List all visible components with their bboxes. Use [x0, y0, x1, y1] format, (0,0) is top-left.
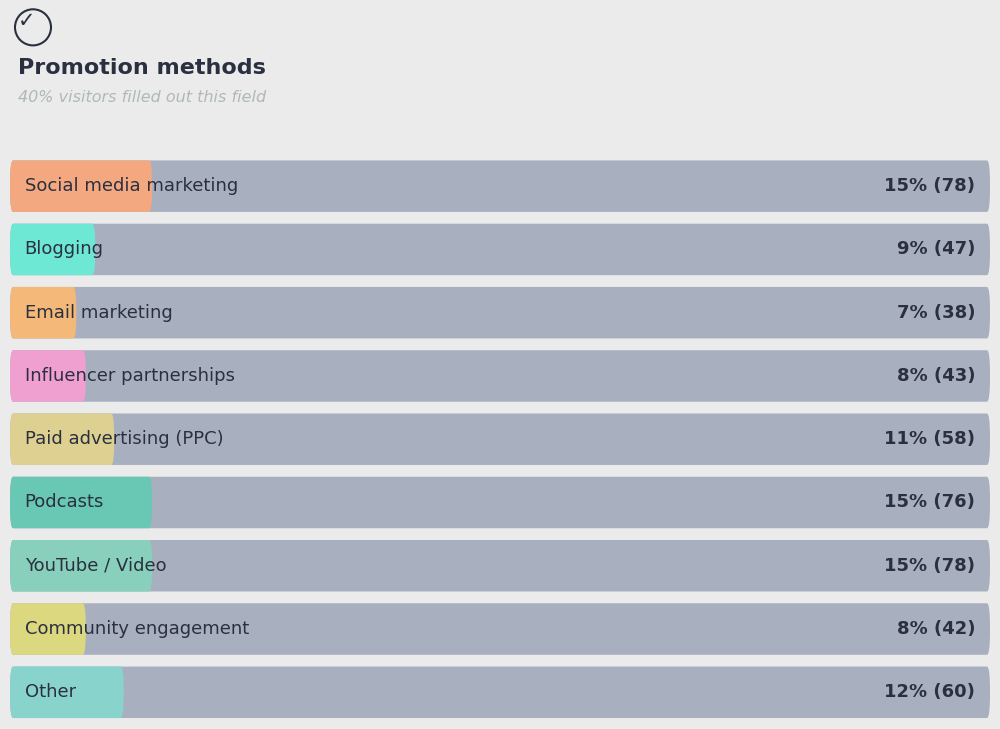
Text: 40% visitors filled out this field: 40% visitors filled out this field [18, 90, 266, 105]
FancyBboxPatch shape [10, 540, 152, 591]
FancyBboxPatch shape [10, 350, 990, 402]
Text: Influencer partnerships: Influencer partnerships [25, 367, 235, 385]
Text: Promotion methods: Promotion methods [18, 58, 266, 78]
Text: 11% (58): 11% (58) [884, 430, 975, 448]
FancyBboxPatch shape [10, 224, 990, 275]
FancyBboxPatch shape [10, 287, 990, 338]
FancyBboxPatch shape [10, 477, 990, 529]
Text: Other: Other [25, 683, 76, 701]
Text: Community engagement: Community engagement [25, 620, 249, 638]
FancyBboxPatch shape [10, 413, 990, 465]
Text: 15% (76): 15% (76) [884, 494, 975, 512]
Text: 15% (78): 15% (78) [884, 557, 975, 574]
FancyBboxPatch shape [10, 287, 76, 338]
FancyBboxPatch shape [10, 160, 152, 212]
FancyBboxPatch shape [10, 666, 990, 718]
Text: 7% (38): 7% (38) [897, 304, 975, 321]
Text: 8% (43): 8% (43) [897, 367, 975, 385]
Text: ✓: ✓ [18, 11, 36, 31]
FancyBboxPatch shape [10, 540, 990, 591]
Text: 8% (42): 8% (42) [897, 620, 975, 638]
Text: Paid advertising (PPC): Paid advertising (PPC) [25, 430, 223, 448]
FancyBboxPatch shape [10, 666, 124, 718]
FancyBboxPatch shape [10, 477, 152, 529]
Text: 9% (47): 9% (47) [897, 241, 975, 258]
Text: Social media marketing: Social media marketing [25, 177, 238, 195]
Text: Email marketing: Email marketing [25, 304, 172, 321]
Text: Podcasts: Podcasts [25, 494, 104, 512]
FancyBboxPatch shape [10, 413, 114, 465]
Text: YouTube / Video: YouTube / Video [25, 557, 166, 574]
FancyBboxPatch shape [10, 160, 990, 212]
Text: Blogging: Blogging [25, 241, 104, 258]
Text: 12% (60): 12% (60) [884, 683, 975, 701]
Text: 15% (78): 15% (78) [884, 177, 975, 195]
FancyBboxPatch shape [10, 604, 990, 655]
FancyBboxPatch shape [10, 224, 95, 275]
FancyBboxPatch shape [10, 604, 86, 655]
FancyBboxPatch shape [10, 350, 86, 402]
